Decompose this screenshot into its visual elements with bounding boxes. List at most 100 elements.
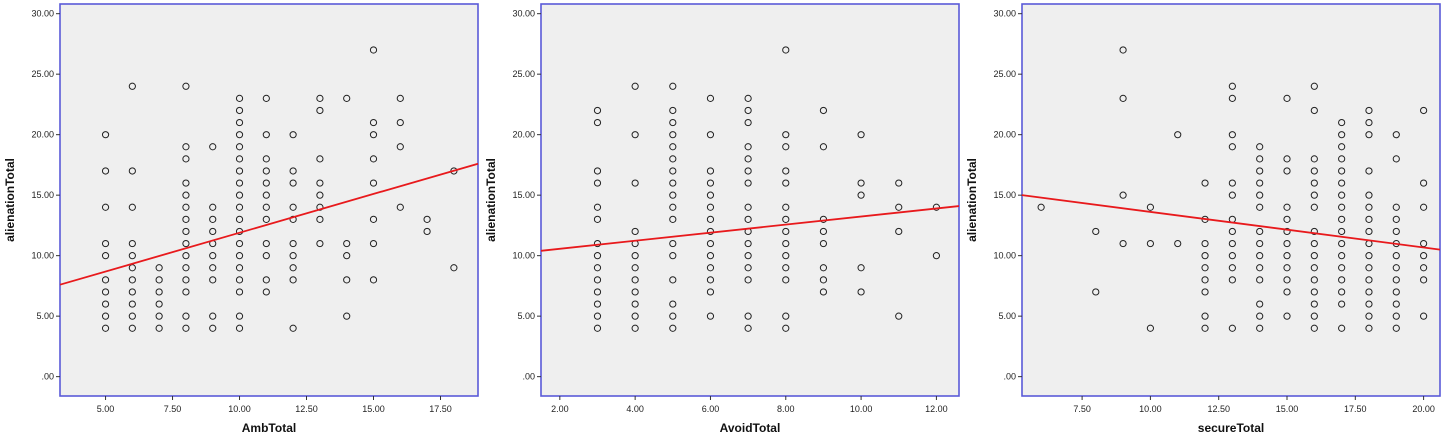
data-point (235, 215, 244, 223)
data-point (262, 276, 270, 284)
data-point (1420, 106, 1428, 115)
data-point (1256, 276, 1264, 284)
data-point (396, 94, 404, 102)
data-point (423, 215, 431, 223)
data-point (1174, 239, 1182, 248)
data-point (782, 179, 790, 187)
data-point (1228, 276, 1236, 284)
data-point (593, 324, 602, 332)
data-point (1201, 179, 1209, 187)
data-point (1092, 227, 1100, 236)
data-point (1283, 276, 1291, 284)
data-point (782, 167, 790, 175)
data-point (1283, 312, 1291, 320)
data-point (155, 324, 163, 332)
x-tick-label: 20.00 (1412, 404, 1435, 414)
data-point (895, 203, 903, 211)
data-point (1310, 82, 1318, 90)
y-tick-label: 30.00 (512, 9, 535, 19)
data-point (1310, 203, 1318, 211)
data-point (182, 191, 190, 199)
data-point (819, 227, 828, 236)
data-point (128, 288, 136, 296)
data-point (669, 191, 677, 199)
y-tick-label: 5.00 (998, 311, 1016, 321)
scatter-chart-avoid: .00 5.00 10.00 15.00 20.00 25.00 30.00 2.00 4.00… (484, 3, 960, 435)
data-point (782, 131, 790, 139)
data-point (1365, 191, 1373, 199)
data-point (1256, 155, 1264, 163)
data-point (1283, 94, 1291, 102)
data-point (289, 264, 297, 272)
data-point (1146, 239, 1155, 248)
data-point (101, 276, 110, 284)
data-point (706, 203, 715, 211)
data-point (235, 239, 244, 248)
data-point (669, 324, 677, 332)
data-point (1310, 276, 1318, 284)
data-point (262, 252, 270, 260)
data-point (235, 312, 244, 320)
data-point (744, 312, 752, 320)
data-point (1310, 106, 1318, 115)
data-point (128, 167, 136, 175)
data-point (631, 288, 639, 296)
data-point (1256, 203, 1264, 211)
data-point (1338, 288, 1346, 296)
data-point (1365, 167, 1373, 175)
data-point (262, 94, 270, 102)
data-point (1228, 82, 1236, 90)
y-tick-label: 10.00 (993, 251, 1016, 261)
scatter-chart-secure: .00 5.00 10.00 15.00 20.00 25.00 30.00 7.50 10.0… (965, 3, 1441, 435)
data-point (101, 300, 110, 308)
data-point (1256, 324, 1264, 332)
data-point (1119, 94, 1127, 102)
data-point (1420, 252, 1428, 260)
x-tick-label: 15.00 (362, 404, 385, 414)
x-tick-label: 15.00 (1276, 404, 1299, 414)
data-point (396, 118, 404, 127)
data-point (1310, 191, 1318, 199)
data-point (782, 239, 790, 248)
data-point (1420, 264, 1428, 272)
data-point (101, 312, 110, 320)
plot-area (540, 3, 960, 397)
data-point (182, 227, 190, 236)
data-point (343, 276, 351, 284)
x-tick-label: 10.00 (228, 404, 251, 414)
data-point (235, 191, 244, 199)
data-point (1338, 131, 1346, 139)
data-point (1338, 252, 1346, 260)
data-point (669, 203, 677, 211)
data-point (819, 264, 828, 272)
y-tick-label: 10.00 (31, 251, 54, 261)
data-point (1338, 155, 1346, 163)
data-point (819, 276, 828, 284)
data-point (1420, 203, 1428, 211)
data-point (895, 179, 903, 187)
data-point (1365, 312, 1373, 320)
data-point (593, 288, 602, 296)
data-point (235, 131, 244, 139)
y-tick-label: 20.00 (993, 130, 1016, 140)
data-point (289, 239, 297, 248)
data-point (1092, 288, 1100, 296)
data-point (1256, 227, 1264, 236)
data-point (1256, 300, 1264, 308)
data-point (1310, 324, 1318, 332)
data-point (101, 131, 110, 139)
data-point (669, 215, 677, 223)
x-tick-label: 12.50 (1207, 404, 1230, 414)
data-point (857, 131, 865, 139)
y-tick-label: 25.00 (31, 69, 54, 79)
y-tick-label: 15.00 (31, 190, 54, 200)
data-point (1392, 312, 1400, 320)
data-point (235, 118, 244, 127)
data-point (450, 264, 458, 272)
data-point (1338, 239, 1346, 248)
data-point (669, 106, 677, 115)
data-point (182, 312, 190, 320)
x-axis-label: secureTotal (1198, 421, 1264, 435)
data-point (1392, 203, 1400, 211)
data-point (369, 239, 378, 248)
